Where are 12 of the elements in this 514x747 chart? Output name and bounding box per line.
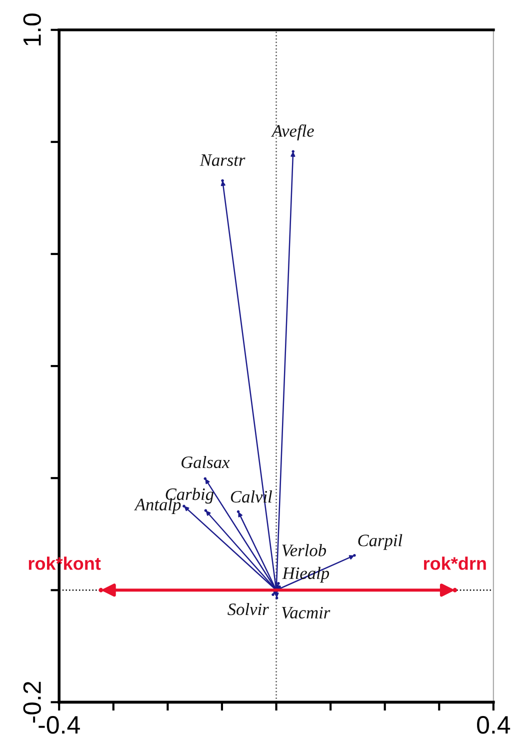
annotation: Carpil bbox=[358, 534, 402, 550]
annotation: rok*drn bbox=[424, 556, 486, 570]
y-tick-label: -0.2 bbox=[23, 682, 41, 723]
annotation: Galsax bbox=[182, 456, 230, 468]
x-tick-label: 0.4 bbox=[477, 716, 510, 734]
y-tick-label: 1.0 bbox=[23, 13, 41, 46]
annotation: Narstr bbox=[200, 154, 246, 166]
x-tick-label: -0.4 bbox=[38, 716, 80, 734]
annotation: Avefle bbox=[270, 124, 314, 140]
annotation: Solvir bbox=[228, 602, 269, 616]
annotation: Vacmir bbox=[282, 606, 330, 619]
annotation: Verlob bbox=[282, 544, 326, 556]
